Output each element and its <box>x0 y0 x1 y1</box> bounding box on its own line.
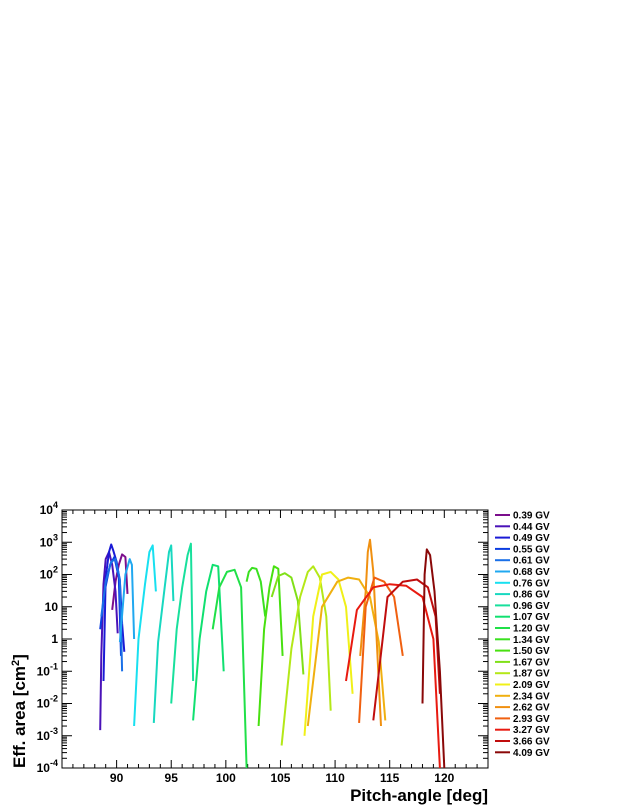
y-axis-title-main: Eff. area [cm <box>10 666 29 768</box>
series-line-10 <box>211 568 248 769</box>
series-line-11 <box>245 566 267 617</box>
axis-ticks <box>61 509 489 769</box>
series-line-15 <box>303 570 354 736</box>
series-line-18 <box>358 576 404 723</box>
legend-label: 2.62 GV <box>513 703 550 714</box>
series-line-14 <box>280 565 332 746</box>
y-tick-label: 10-2 <box>37 694 58 711</box>
series-line-9 <box>192 563 225 721</box>
series-line-13 <box>270 572 305 675</box>
series-line-19 <box>345 583 441 769</box>
y-tick-labels: 10-4 10-3 10-2 10-1 1 10 102 103 104 <box>37 500 59 775</box>
legend-label: 1.50 GV <box>513 646 550 657</box>
series-layer <box>99 538 446 769</box>
x-tick-labels: 90 95 100 105 110 115 120 <box>110 771 455 785</box>
y-tick-label: 102 <box>40 565 58 582</box>
x-tick-label: 115 <box>380 771 400 785</box>
legend-label: 1.67 GV <box>513 657 550 668</box>
legend-label: 1.07 GV <box>513 612 550 623</box>
y-axis-title-sup: 2 <box>10 660 22 666</box>
legend-label: 2.34 GV <box>513 691 550 702</box>
legend-label: 3.27 GV <box>513 725 550 736</box>
x-axis-title: Pitch-angle [deg] <box>350 786 488 805</box>
y-axis-title-end: ] <box>10 654 29 660</box>
x-tick-label: 90 <box>110 771 124 785</box>
y-tick-label: 10-1 <box>37 661 58 678</box>
legend-label: 0.86 GV <box>513 590 550 601</box>
legend-label: 1.20 GV <box>513 624 550 635</box>
series-line-7 <box>152 544 175 723</box>
series-line-12 <box>257 565 284 727</box>
legend-label: 0.68 GV <box>513 567 550 578</box>
legend-label: 0.76 GV <box>513 578 550 589</box>
y-tick-label: 10 <box>45 600 59 614</box>
legend-label: 2.09 GV <box>513 680 550 691</box>
legend-label: 1.87 GV <box>513 669 550 680</box>
legend-label: 2.93 GV <box>513 714 550 725</box>
x-tick-label: 95 <box>165 771 179 785</box>
y-tick-label: 10-3 <box>37 726 58 743</box>
series-line-6 <box>133 544 157 727</box>
legend-label: 0.61 GV <box>513 556 550 567</box>
series-line-21 <box>421 548 446 769</box>
legend-label: 0.49 GV <box>513 533 550 544</box>
series-line-16 <box>306 576 387 727</box>
y-tick-label: 104 <box>40 500 58 517</box>
x-tick-label: 110 <box>325 771 345 785</box>
y-tick-label: 10-4 <box>37 758 58 775</box>
y-tick-label: 1 <box>51 632 58 646</box>
series-line-17 <box>359 538 382 727</box>
series-line-1 <box>99 551 119 731</box>
x-tick-label: 105 <box>270 771 290 785</box>
x-tick-label: 100 <box>216 771 236 785</box>
legend-label: 0.96 GV <box>513 601 550 612</box>
legend-label: 3.66 GV <box>513 737 550 748</box>
legend-label: 1.34 GV <box>513 635 550 646</box>
legend-label: 0.39 GV <box>513 511 550 522</box>
series-line-8 <box>170 542 195 704</box>
y-axis-title: Eff. area [cm2] <box>10 654 29 768</box>
legend-label: 4.09 GV <box>513 748 550 759</box>
legend: 0.39 GV0.44 GV0.49 GV0.55 GV0.61 GV0.68 … <box>495 511 550 759</box>
x-tick-label: 120 <box>434 771 454 785</box>
series-line-4 <box>100 558 124 672</box>
y-tick-label: 103 <box>40 532 58 549</box>
legend-label: 0.55 GV <box>513 544 550 555</box>
series-line-5 <box>118 558 136 643</box>
legend-label: 0.44 GV <box>513 522 550 533</box>
